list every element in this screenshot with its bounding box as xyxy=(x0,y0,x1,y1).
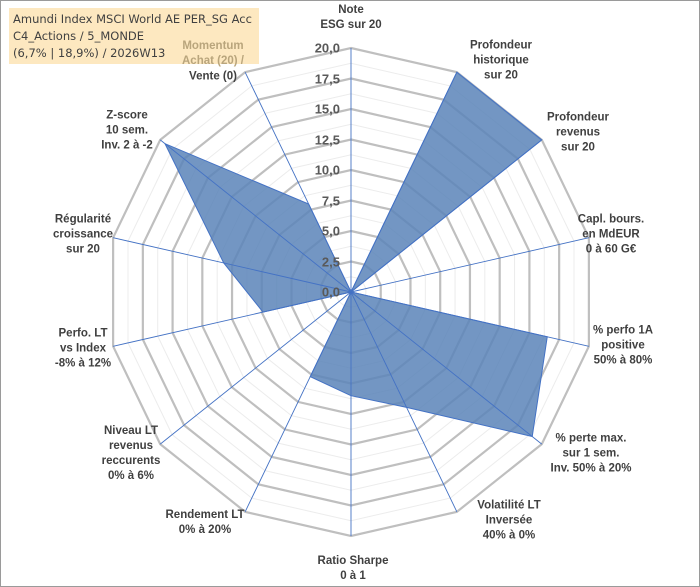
axis-line xyxy=(350,291,589,347)
axis-label: Perfo. LT vs Index -8% à 12% xyxy=(54,327,112,370)
axis-label: Capl. bours. en MdEUR 0 à 60 G€ xyxy=(577,213,645,256)
axis-line xyxy=(350,291,458,513)
axis-line xyxy=(113,237,352,293)
axis-line xyxy=(113,291,352,347)
axis-line xyxy=(350,139,543,293)
axis-line xyxy=(350,237,589,293)
tick-label: 12,5 xyxy=(314,132,340,147)
tick-label: 17,5 xyxy=(314,71,340,86)
tick-label: 5,0 xyxy=(321,223,340,239)
data-series-area xyxy=(163,71,548,438)
axis-line xyxy=(350,71,458,293)
tick-label: 20,0 xyxy=(314,40,340,56)
axis-label: Niveau LT revenus reccurents 0% à 6% xyxy=(101,425,161,482)
tick-label: 2,5 xyxy=(321,254,340,269)
tick-label: 0,0 xyxy=(321,284,340,300)
axis-label: Régularité croissance sur 20 xyxy=(52,213,114,256)
axis-label: Ratio Sharpe 0 à 1 xyxy=(317,555,389,582)
axis-label: % perfo 1A positive 50% à 80% xyxy=(592,324,654,367)
tick-label: 15,0 xyxy=(314,101,340,117)
axis-label-momentum: Momentum Achat (20) / xyxy=(182,40,244,67)
axis-label: Z-score 10 sem. Inv. 2 à -2 xyxy=(101,109,153,152)
axis-line xyxy=(244,291,352,513)
chart-title: Amundi Index MSCI World AE PER_SG Acc C4… xyxy=(13,12,252,60)
tick-label: 10,0 xyxy=(314,162,340,178)
axis-label: Profondeur revenus sur 20 xyxy=(547,111,609,154)
axis-label: % perte max. sur 1 sem. Inv. 50% à 20% xyxy=(550,432,632,475)
axis-label: Vente (0) xyxy=(189,70,237,83)
axis-line xyxy=(244,71,352,293)
axis-label: Profondeur historique sur 20 xyxy=(470,39,532,82)
axis-label: Volatilité LT Inversée 40% à 0% xyxy=(477,499,541,542)
axis-label: Rendement LT 0% à 20% xyxy=(165,509,245,536)
tick-label: 7,5 xyxy=(321,193,340,208)
axis-label: Note ESG sur 20 xyxy=(320,4,382,31)
axis-line xyxy=(159,291,352,445)
axis-line xyxy=(159,139,352,293)
axis-line xyxy=(350,291,543,445)
title-box: Amundi Index MSCI World AE PER_SG Acc C4… xyxy=(9,8,259,64)
